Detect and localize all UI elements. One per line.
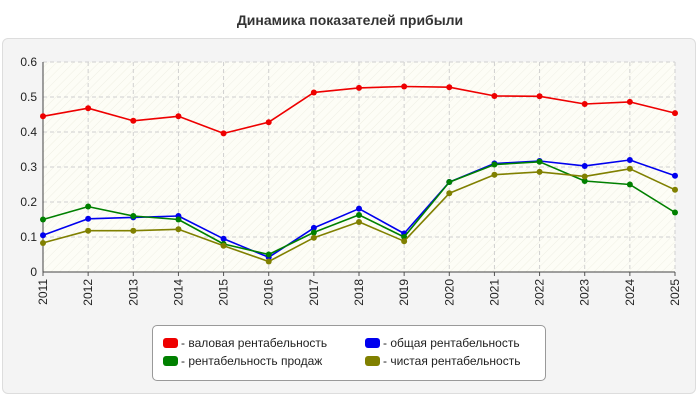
series-point-3 — [40, 239, 46, 246]
chart-title: Динамика показателей прибыли — [236, 12, 464, 28]
y-tick-label: 0 — [30, 265, 37, 279]
series-point-0 — [356, 84, 362, 91]
series-point-2 — [265, 251, 272, 258]
legend-label: - чистая рентабельность — [383, 354, 521, 368]
series-point-3 — [220, 242, 227, 249]
series-point-2 — [491, 161, 498, 168]
series-point-0 — [85, 105, 92, 112]
x-tick-label: 2014 — [171, 279, 185, 306]
series-point-0 — [581, 101, 588, 107]
legend-item-sales-margin: - рентабельность продаж — [163, 354, 322, 368]
series-point-0 — [40, 113, 46, 120]
series-point-1 — [581, 162, 588, 169]
x-tick-label: 2021 — [487, 279, 501, 306]
x-tick-label: 2011 — [36, 279, 50, 305]
series-point-3 — [536, 168, 543, 175]
x-tick-label: 2025 — [668, 279, 682, 306]
series-point-0 — [265, 119, 272, 126]
y-tick-label: 0.3 — [20, 160, 37, 174]
series-point-2 — [310, 229, 317, 236]
series-point-0 — [220, 130, 227, 137]
x-tick-label: 2013 — [126, 279, 140, 306]
series-point-3 — [356, 218, 362, 225]
series-point-3 — [626, 165, 633, 172]
series-point-3 — [491, 171, 498, 178]
legend-label: - валовая рентабельность — [181, 336, 328, 350]
x-tick-label: 2012 — [81, 279, 95, 306]
series-point-0 — [401, 83, 408, 90]
legend-item-net-margin: - чистая рентабельность — [365, 354, 520, 368]
series-point-1 — [672, 172, 678, 179]
series-point-1 — [85, 215, 92, 222]
x-tick-label: 2017 — [307, 279, 321, 306]
series-point-1 — [356, 205, 362, 212]
legend-swatch-red — [163, 338, 178, 348]
series-point-2 — [130, 213, 137, 219]
series-point-3 — [581, 173, 588, 180]
series-point-3 — [130, 227, 137, 234]
legend-swatch-olive — [365, 356, 380, 366]
y-tick-label: 0.2 — [20, 195, 37, 209]
series-point-3 — [672, 186, 678, 193]
x-tick-label: 2018 — [352, 279, 366, 306]
series-point-3 — [310, 234, 317, 241]
series-point-0 — [536, 93, 543, 100]
legend-label: - общая рентабельность — [383, 336, 520, 350]
series-point-1 — [40, 232, 46, 239]
x-tick-label: 2020 — [442, 279, 456, 306]
series-point-2 — [356, 211, 362, 218]
series-point-2 — [672, 209, 678, 216]
series-point-2 — [536, 158, 543, 165]
series-point-3 — [85, 227, 92, 234]
series-point-1 — [220, 235, 227, 242]
series-point-0 — [672, 110, 678, 117]
series-point-0 — [491, 92, 498, 99]
series-point-1 — [310, 224, 317, 231]
x-tick-label: 2022 — [533, 279, 547, 306]
series-point-0 — [446, 84, 453, 91]
x-tick-label: 2023 — [578, 279, 592, 306]
series-point-0 — [626, 98, 633, 105]
series-point-3 — [446, 190, 453, 197]
series-point-3 — [401, 238, 408, 245]
series-point-0 — [310, 89, 317, 96]
series-point-2 — [581, 178, 588, 184]
series-point-3 — [265, 258, 272, 265]
series-point-0 — [175, 113, 182, 120]
legend-label: - рентабельность продаж — [181, 354, 323, 368]
y-tick-label: 0.1 — [20, 230, 37, 244]
series-point-2 — [40, 216, 46, 223]
legend-item-total-margin: - общая рентабельность — [365, 336, 520, 350]
series-point-2 — [446, 179, 453, 186]
series-point-2 — [626, 181, 633, 188]
x-tick-label: 2016 — [262, 279, 276, 306]
legend: - валовая рентабельность - общая рентабе… — [152, 325, 546, 381]
x-tick-label: 2024 — [623, 279, 637, 306]
series-point-3 — [175, 226, 182, 233]
x-tick-label: 2015 — [217, 279, 231, 306]
series-point-1 — [626, 157, 633, 163]
legend-swatch-green — [163, 356, 178, 366]
legend-item-gross-margin: - валовая рентабельность — [163, 336, 327, 350]
series-point-2 — [85, 203, 92, 210]
series-point-0 — [130, 117, 137, 124]
y-tick-label: 0.4 — [20, 125, 37, 139]
x-tick-label: 2019 — [397, 279, 411, 306]
y-tick-label: 0.6 — [20, 55, 37, 69]
y-tick-label: 0.5 — [20, 90, 37, 104]
legend-swatch-blue — [365, 338, 380, 348]
series-point-2 — [175, 216, 182, 223]
